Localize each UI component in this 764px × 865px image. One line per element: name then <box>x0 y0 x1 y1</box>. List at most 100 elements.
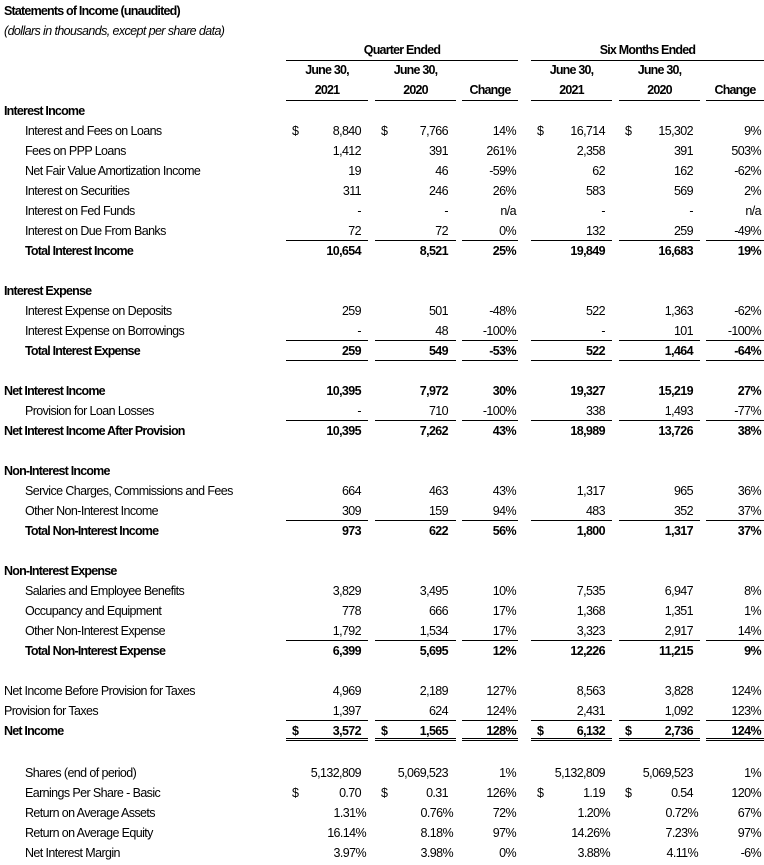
value-text: 569 <box>673 184 694 198</box>
row-label: Other Non-Interest Expense <box>25 624 166 638</box>
value-cell: 583 <box>531 182 612 201</box>
row-label: Net Interest Margin <box>25 846 121 860</box>
value-text: 1,792 <box>332 624 362 638</box>
value-text: 0.72% <box>665 806 699 820</box>
value-cell: 19 <box>286 162 368 181</box>
value-text: 463 <box>428 484 449 498</box>
value-text: 664 <box>341 484 362 498</box>
value-text: 67% <box>737 806 762 820</box>
value-cell: 12% <box>462 642 518 661</box>
value-text: 48 <box>435 324 448 338</box>
value-text: 7,535 <box>576 584 606 598</box>
value-text: 120% <box>731 786 761 800</box>
row-label: Non-Interest Expense <box>4 564 117 578</box>
value-cell: 549 <box>375 342 456 361</box>
value-text: 3,828 <box>664 684 694 698</box>
value-cell: 1,317 <box>619 522 700 541</box>
value-text: 19 <box>348 164 361 178</box>
value-text: -62% <box>734 304 761 318</box>
value-text: 8,840 <box>332 124 362 138</box>
value-text: 1,317 <box>576 484 606 498</box>
value-text: 3,495 <box>419 584 449 598</box>
value-text: 10% <box>492 584 517 598</box>
value-text: 97% <box>492 826 517 840</box>
value-text: - <box>357 204 361 218</box>
value-text: 128% <box>486 724 516 738</box>
value-cell: 710 <box>375 402 456 421</box>
row-label: Interest and Fees on Loans <box>25 124 162 138</box>
row-label: Interest on Fed Funds <box>25 204 135 218</box>
value-cell: -100% <box>706 322 764 341</box>
dollar-sign: $ <box>537 124 544 138</box>
row-label: Interest on Due From Banks <box>25 224 166 238</box>
value-cell: - <box>619 202 700 221</box>
value-text: -53% <box>489 344 516 358</box>
value-cell: $0.54 <box>619 784 700 803</box>
value-text: 1,363 <box>664 304 694 318</box>
value-text: 3,323 <box>576 624 606 638</box>
value-text: 622 <box>428 524 449 538</box>
value-text: 38% <box>737 424 762 438</box>
value-text: 4.11% <box>666 846 698 860</box>
value-cell: 463 <box>375 482 456 501</box>
value-cell: -48% <box>462 302 518 321</box>
value-cell: 43% <box>462 422 518 441</box>
value-cell: 7,972 <box>375 382 456 401</box>
value-cell: 12,226 <box>531 642 612 661</box>
value-text: 124% <box>731 724 761 738</box>
value-cell: 0.72% <box>619 804 700 823</box>
value-text: n/a <box>500 204 516 218</box>
value-cell: $1,565 <box>375 722 456 741</box>
value-cell: 1% <box>462 764 518 783</box>
column-header-date-4: June 30, <box>637 63 682 77</box>
value-text: 9% <box>744 124 761 138</box>
value-text: 7,972 <box>419 384 449 398</box>
value-cell: 159 <box>375 502 456 521</box>
value-text: 14% <box>492 124 517 138</box>
value-cell: 9% <box>706 642 764 661</box>
value-text: 1,092 <box>664 704 694 718</box>
value-cell: 97% <box>462 824 518 843</box>
row-label: Interest Expense <box>4 284 92 298</box>
value-cell: 2,189 <box>375 682 456 701</box>
value-cell: 5,132,809 <box>531 764 612 783</box>
value-text: 162 <box>673 164 694 178</box>
value-text: 124% <box>731 684 761 698</box>
value-cell: -100% <box>462 322 518 341</box>
row-label: Non-Interest Income <box>4 464 110 478</box>
value-text: 261% <box>486 144 516 158</box>
statement-title: Statements of Income (unaudited) <box>4 4 181 18</box>
value-text: 2,917 <box>664 624 694 638</box>
value-text: 10,395 <box>326 424 361 438</box>
value-cell: 973 <box>286 522 368 541</box>
row-label: Total Interest Expense <box>25 344 141 358</box>
value-text: 19% <box>737 244 762 258</box>
value-text: 5,069,523 <box>642 766 694 780</box>
value-text: 501 <box>428 304 449 318</box>
value-cell: 43% <box>462 482 518 501</box>
value-text: 1.31% <box>333 806 367 820</box>
value-cell: 26% <box>462 182 518 201</box>
value-cell: 2,917 <box>619 622 700 641</box>
value-text: 311 <box>342 184 362 198</box>
value-text: 583 <box>585 184 606 198</box>
dollar-sign: $ <box>537 724 544 738</box>
value-text: 352 <box>673 504 694 518</box>
value-text: 72% <box>492 806 517 820</box>
dollar-sign: $ <box>381 724 388 738</box>
value-cell: 1,092 <box>619 702 700 721</box>
value-text: 3,829 <box>332 584 362 598</box>
value-text: 101 <box>673 324 694 338</box>
value-text: 6,947 <box>664 584 694 598</box>
value-cell: 0% <box>462 222 518 241</box>
value-cell: 965 <box>619 482 700 501</box>
value-text: 72 <box>348 224 361 238</box>
value-text: 27% <box>737 384 762 398</box>
value-text: 309 <box>341 504 362 518</box>
row-label: Net Fair Value Amortization Income <box>25 164 201 178</box>
value-cell: 664 <box>286 482 368 501</box>
value-cell: $15,302 <box>619 122 700 141</box>
value-text: 483 <box>585 504 606 518</box>
value-text: 8% <box>744 584 761 598</box>
value-cell: 3,495 <box>375 582 456 601</box>
